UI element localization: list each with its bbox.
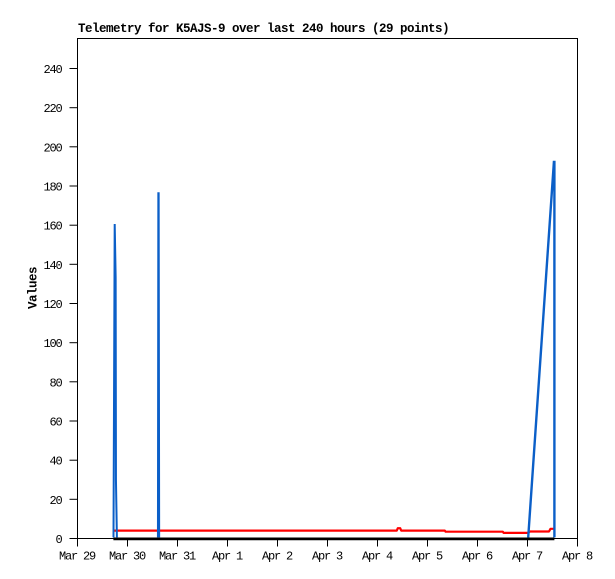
svg-text:Apr 7: Apr 7 bbox=[512, 550, 543, 564]
svg-text:60: 60 bbox=[49, 416, 62, 430]
svg-text:Values: Values bbox=[27, 267, 41, 309]
svg-text:Apr 6: Apr 6 bbox=[462, 550, 493, 564]
svg-text:Apr 1: Apr 1 bbox=[212, 550, 243, 564]
svg-text:80: 80 bbox=[49, 376, 62, 390]
svg-text:Apr 5: Apr 5 bbox=[412, 550, 443, 564]
svg-text:40: 40 bbox=[49, 455, 62, 469]
svg-text:180: 180 bbox=[43, 181, 62, 195]
svg-text:Apr 8: Apr 8 bbox=[562, 550, 593, 564]
svg-text:Mar 31: Mar 31 bbox=[159, 550, 196, 564]
svg-text:120: 120 bbox=[43, 298, 62, 312]
svg-text:Apr 3: Apr 3 bbox=[312, 550, 343, 564]
svg-text:Apr 4: Apr 4 bbox=[362, 550, 393, 564]
svg-text:Telemetry for K5AJS-9 over las: Telemetry for K5AJS-9 over last 240 hour… bbox=[78, 22, 449, 36]
svg-text:220: 220 bbox=[43, 102, 62, 116]
svg-text:200: 200 bbox=[43, 141, 62, 155]
svg-text:20: 20 bbox=[49, 494, 62, 508]
svg-text:100: 100 bbox=[43, 337, 62, 351]
svg-text:0: 0 bbox=[55, 533, 62, 547]
svg-text:140: 140 bbox=[43, 259, 62, 273]
svg-text:Mar 29: Mar 29 bbox=[59, 550, 96, 564]
svg-text:Apr 2: Apr 2 bbox=[262, 550, 293, 564]
svg-text:160: 160 bbox=[43, 220, 62, 234]
svg-text:Mar 30: Mar 30 bbox=[109, 550, 146, 564]
svg-text:240: 240 bbox=[43, 63, 62, 77]
